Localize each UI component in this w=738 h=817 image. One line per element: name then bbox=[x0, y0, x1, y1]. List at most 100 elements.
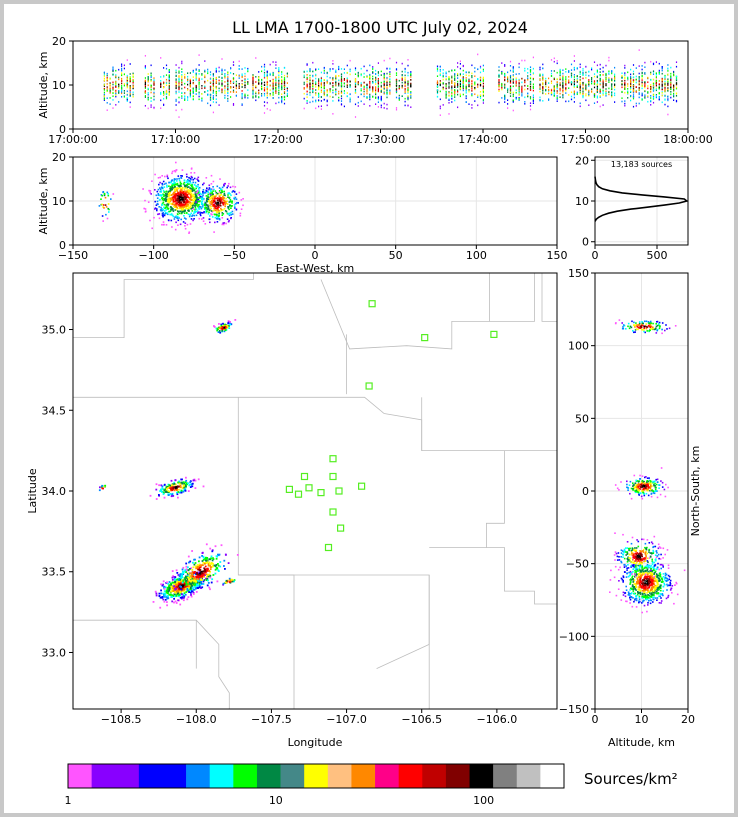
time-height-point bbox=[195, 78, 197, 80]
time-height-point bbox=[471, 83, 473, 85]
ew-height-point bbox=[222, 202, 225, 204]
time-height-point bbox=[661, 91, 663, 93]
ew-height-point bbox=[204, 202, 207, 204]
time-height-point bbox=[591, 77, 593, 79]
time-height-point bbox=[181, 91, 183, 94]
ew-height-y-tick-label: 0 bbox=[59, 239, 66, 252]
ew-height-point bbox=[151, 227, 153, 230]
ew-height-point bbox=[207, 193, 209, 196]
time-height-point bbox=[407, 91, 409, 93]
time-height-point bbox=[106, 74, 108, 77]
time-height-point bbox=[398, 87, 400, 90]
time-height-point bbox=[593, 102, 596, 104]
ew-height-point bbox=[216, 185, 219, 188]
time-height-point bbox=[232, 61, 235, 63]
ew-height-point bbox=[212, 190, 214, 192]
time-height-point bbox=[386, 86, 388, 88]
time-height-point bbox=[230, 82, 232, 84]
time-height-point bbox=[474, 88, 476, 91]
ew-height-point bbox=[227, 192, 229, 195]
time-height-point bbox=[556, 62, 558, 65]
time-height-point bbox=[608, 59, 610, 62]
ew-height-point bbox=[181, 169, 184, 171]
ew-height-point bbox=[195, 197, 197, 199]
ew-height-point bbox=[218, 190, 221, 192]
time-height-point bbox=[168, 69, 170, 71]
time-height-point bbox=[329, 95, 331, 98]
time-height-point bbox=[118, 90, 120, 92]
plan-view-point bbox=[190, 594, 192, 596]
time-height-point bbox=[451, 89, 453, 91]
time-height-point bbox=[306, 78, 308, 81]
time-height-point bbox=[635, 67, 637, 69]
time-height-point bbox=[212, 96, 214, 99]
time-height-point bbox=[658, 72, 660, 74]
time-height-point bbox=[638, 72, 640, 75]
time-height-point bbox=[482, 93, 484, 96]
ew-height-point bbox=[162, 215, 164, 218]
time-height-point bbox=[209, 78, 212, 80]
ew-height-point bbox=[239, 212, 242, 215]
time-height-point bbox=[673, 84, 675, 87]
time-height-point bbox=[309, 68, 311, 70]
ew-height-point bbox=[206, 187, 208, 189]
time-height-point bbox=[332, 86, 334, 88]
time-height-point bbox=[103, 99, 105, 101]
time-height-point bbox=[160, 91, 162, 94]
time-height-point bbox=[209, 99, 212, 101]
time-height-point bbox=[401, 70, 403, 73]
ew-height-x-tick-label: −100 bbox=[139, 249, 169, 262]
time-height-point bbox=[627, 88, 629, 90]
time-height-point bbox=[275, 82, 277, 84]
time-height-point bbox=[275, 64, 277, 66]
time-height-point bbox=[224, 87, 226, 89]
time-height-point bbox=[326, 100, 328, 103]
time-height-point bbox=[650, 91, 652, 93]
time-height-point bbox=[369, 93, 371, 96]
time-height-point bbox=[410, 92, 412, 94]
time-height-point bbox=[524, 70, 526, 72]
time-height-point bbox=[315, 73, 317, 76]
time-height-point bbox=[144, 85, 146, 88]
ew-height-point bbox=[185, 204, 187, 206]
time-height-point bbox=[518, 98, 520, 100]
time-height-point bbox=[103, 91, 105, 94]
time-height-point bbox=[283, 74, 286, 77]
ew-height-point bbox=[166, 174, 169, 177]
ew-height-point bbox=[176, 206, 178, 209]
ew-height-point bbox=[235, 208, 238, 210]
ew-height-point bbox=[202, 198, 204, 201]
time-height-point bbox=[323, 90, 325, 92]
ew-height-point bbox=[220, 199, 222, 201]
time-height-point bbox=[593, 94, 596, 97]
time-height-point bbox=[181, 108, 183, 111]
time-height-point bbox=[599, 68, 601, 70]
time-height-point bbox=[160, 57, 162, 59]
time-height-point bbox=[624, 91, 626, 94]
ew-height-point bbox=[192, 219, 194, 222]
time-height-point bbox=[247, 69, 249, 71]
time-height-point bbox=[192, 98, 194, 100]
ew-height-point bbox=[171, 188, 174, 191]
time-height-point bbox=[477, 84, 479, 86]
time-height-point bbox=[658, 97, 660, 99]
time-height-point bbox=[168, 74, 170, 76]
time-height-point bbox=[576, 91, 578, 94]
time-height-point bbox=[454, 69, 456, 71]
ew-height-point bbox=[183, 212, 186, 214]
time-height-point bbox=[335, 81, 337, 84]
time-height-point bbox=[252, 75, 254, 77]
ew-height-point bbox=[179, 196, 181, 198]
time-height-point bbox=[175, 79, 177, 81]
time-height-point bbox=[532, 96, 534, 99]
time-height-point bbox=[383, 59, 385, 62]
time-height-point bbox=[386, 72, 388, 75]
time-height-point bbox=[383, 84, 385, 86]
time-height-point bbox=[479, 94, 482, 96]
time-height-point bbox=[641, 71, 643, 74]
ew-height-point bbox=[209, 192, 212, 195]
time-height-point bbox=[576, 79, 578, 82]
time-height-point bbox=[224, 73, 226, 75]
time-height-point bbox=[106, 72, 108, 75]
time-height-point bbox=[675, 83, 678, 86]
